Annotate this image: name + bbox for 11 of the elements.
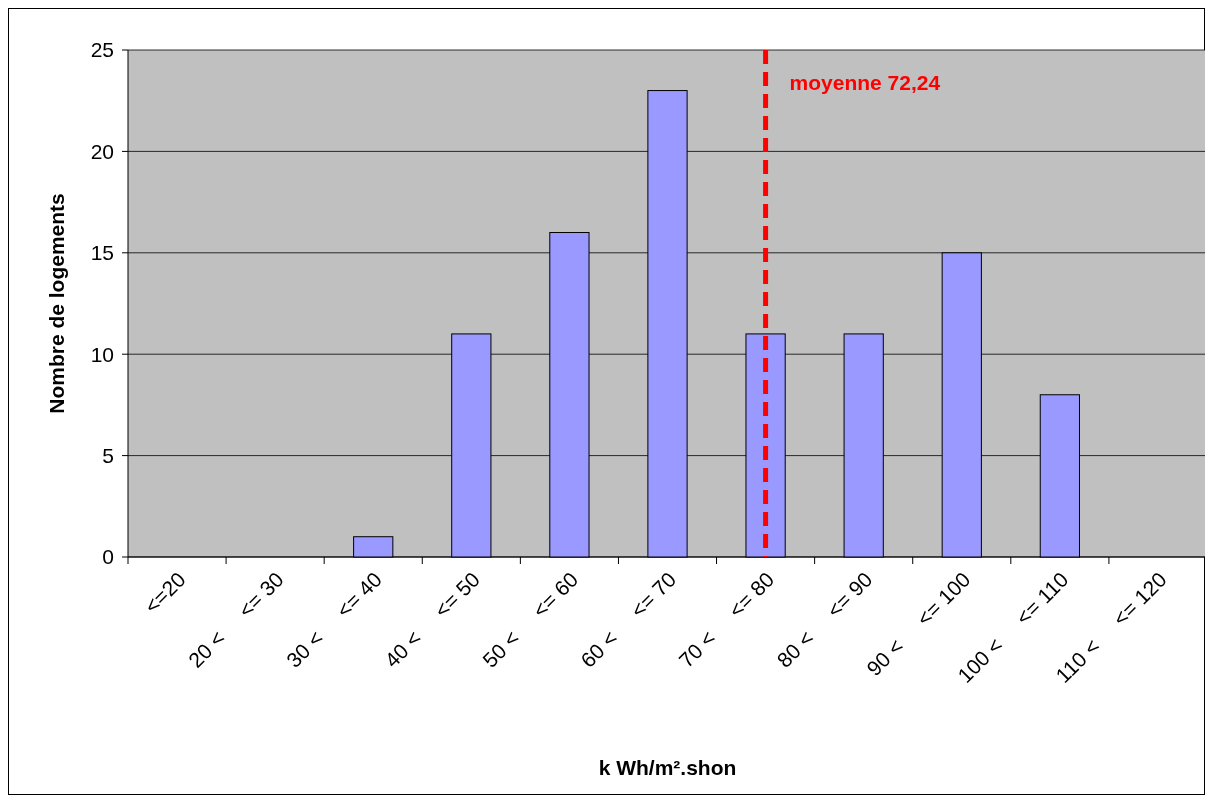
- ref-line-label: moyenne 72,24: [789, 71, 941, 94]
- y-axis-title: Nombre de logements: [45, 193, 68, 414]
- y-tick-label: 15: [90, 241, 114, 265]
- y-tick-label: 10: [90, 342, 114, 366]
- x-tick-label: 70 < <= 80: [674, 567, 779, 672]
- y-tick-label: 5: [102, 443, 114, 467]
- y-tick-label: 0: [102, 545, 114, 569]
- x-tick-label: 50 < <= 60: [478, 567, 583, 672]
- x-axis-title: k Wh/m².shon: [598, 756, 737, 779]
- y-tick-label: 25: [90, 38, 114, 62]
- y-tick-label: 20: [90, 139, 114, 163]
